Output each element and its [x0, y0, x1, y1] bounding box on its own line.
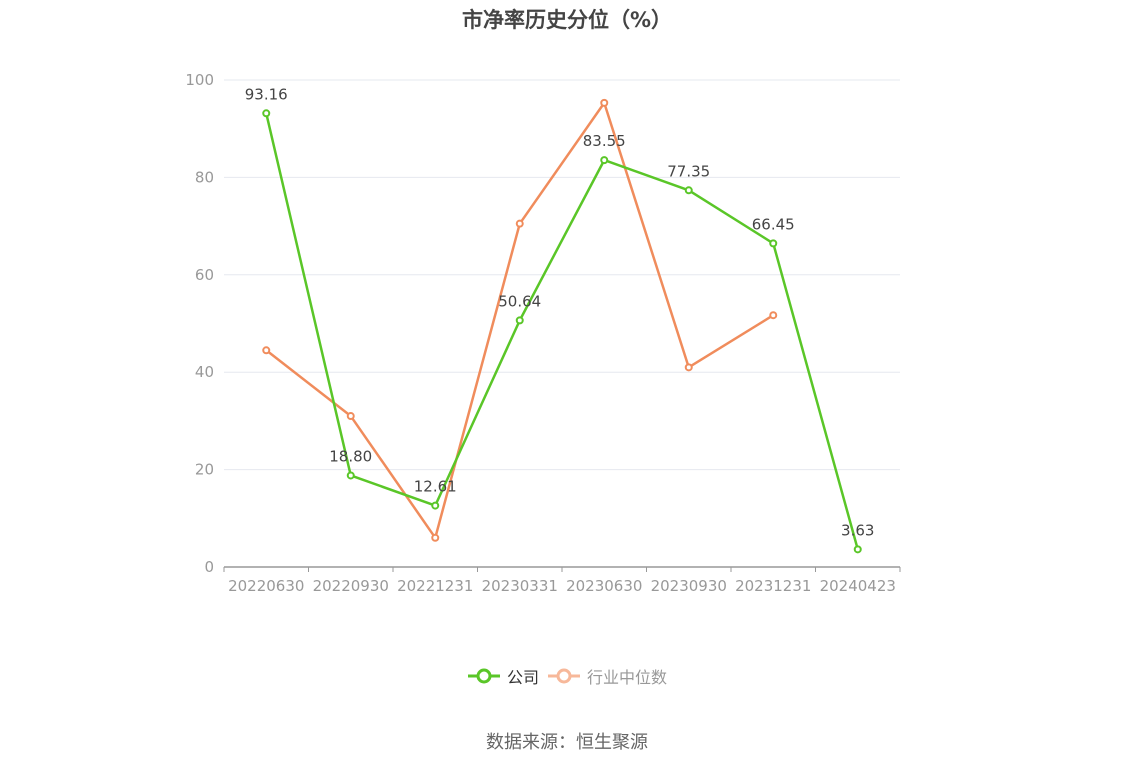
x-tick-label: 20230930 — [651, 577, 727, 595]
data-point-company — [684, 186, 693, 195]
x-tick-label: 20230630 — [566, 577, 642, 595]
data-label-company: 18.80 — [329, 447, 372, 465]
data-point-company — [431, 501, 440, 510]
data-label-company: 83.55 — [583, 132, 626, 150]
data-point-industry — [346, 412, 355, 421]
x-tick-label: 20240423 — [820, 577, 896, 595]
data-point-industry — [515, 219, 524, 228]
grid-lines — [224, 79, 900, 471]
chart-title: 市净率历史分位（%） — [461, 8, 673, 32]
data-point-company — [769, 239, 778, 248]
x-tick-label: 20230331 — [482, 577, 558, 595]
x-tick-label: 20221231 — [397, 577, 473, 595]
data-labels: 93.16 18.80 12.61 50.64 83.55 77.35 66.45 3.63 — [245, 85, 875, 539]
legend-company-icon — [467, 668, 500, 684]
legend: 公司 行业中位数 — [0, 664, 1134, 688]
data-label-company: 66.45 — [752, 215, 795, 233]
axes: 0 20 40 60 80 100 20220630 20220930 20221231 2023… — [185, 71, 901, 595]
data-point-industry — [684, 363, 693, 372]
y-tick-label: 0 — [204, 558, 214, 576]
data-label-company: 93.16 — [245, 85, 288, 103]
data-point-company — [600, 156, 609, 165]
x-tick-label: 20220630 — [228, 577, 304, 595]
x-tick-label: 20231231 — [735, 577, 811, 595]
series-lines — [262, 98, 862, 554]
data-point-company — [262, 109, 271, 118]
legend-industry-label: 行业中位数 — [587, 668, 668, 687]
data-label-company: 50.64 — [498, 292, 541, 310]
data-label-company: 3.63 — [841, 521, 874, 539]
y-tick-label: 80 — [195, 168, 214, 186]
data-point-industry — [262, 346, 271, 355]
data-label-company: 77.35 — [667, 162, 710, 180]
data-point-company — [515, 316, 524, 325]
legend-industry-icon — [548, 668, 580, 684]
legend-item-company[interactable]: 公司 — [467, 664, 539, 688]
data-point-company — [853, 545, 862, 554]
x-tick-label: 20220930 — [313, 577, 389, 595]
y-tick-label: 60 — [195, 266, 214, 284]
data-point-industry — [600, 98, 609, 107]
series-line-company — [265, 113, 859, 550]
y-tick-label: 100 — [185, 71, 214, 89]
legend-company-label: 公司 — [506, 668, 539, 687]
data-point-company — [346, 471, 355, 480]
data-point-industry — [431, 533, 440, 542]
data-point-industry — [769, 311, 778, 320]
data-label-company: 12.61 — [414, 478, 457, 496]
y-tick-label: 20 — [195, 461, 214, 479]
y-tick-label: 40 — [195, 363, 214, 381]
source-note: 数据来源：恒生聚源 — [486, 732, 648, 753]
legend-item-industry[interactable]: 行业中位数 — [547, 664, 667, 688]
